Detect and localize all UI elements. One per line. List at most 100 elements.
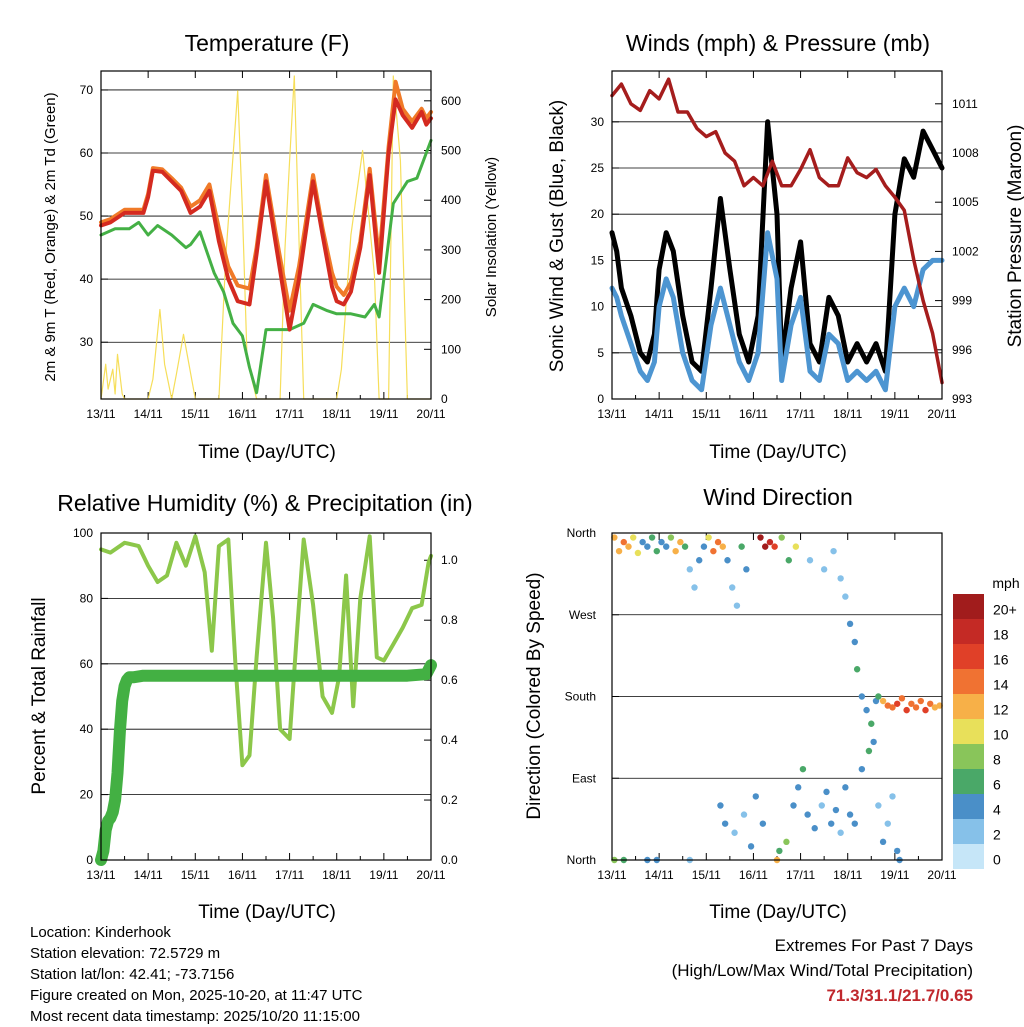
- direction-point: [644, 543, 651, 550]
- humidity-xtick-label: 19/11: [369, 868, 398, 882]
- direction-point: [884, 820, 891, 827]
- direction-point: [757, 534, 764, 541]
- direction-xtick-label: 17/11: [786, 868, 815, 882]
- direction-point: [615, 547, 623, 555]
- temperature-y2tick-label: 300: [441, 243, 461, 257]
- direction-point: [820, 566, 828, 573]
- speed-legend-swatch: [953, 719, 984, 744]
- direction-point: [837, 829, 844, 836]
- direction-point: [858, 693, 866, 700]
- direction-point: [853, 666, 861, 673]
- direction-point: [936, 702, 943, 709]
- temperature-y2tick-label: 400: [441, 193, 461, 207]
- latlon-text: Station lat/lon: 42.41; -73.7156: [30, 966, 235, 983]
- humidity-y2tick-label: 0.6: [441, 673, 458, 687]
- wind-y2tick-label: 993: [952, 392, 972, 406]
- direction-point: [634, 549, 642, 557]
- humidity-title: Relative Humidity (%) & Precipitation (i…: [57, 490, 472, 516]
- wind-y2tick-label: 1011: [952, 97, 978, 111]
- temperature-ylabel-left: 2m & 9m T (Red, Orange) & 2m Td (Green): [42, 92, 59, 381]
- direction-point: [663, 543, 670, 550]
- direction-point: [927, 700, 934, 707]
- extremes-values: 71.3/31.1/21.7/0.65: [826, 986, 973, 1005]
- direction-ytick-label: West: [569, 608, 597, 622]
- direction-point: [717, 802, 724, 809]
- humidity-ytick-label: 60: [80, 657, 94, 671]
- direction-point: [639, 538, 646, 546]
- wind-y2tick-label: 1008: [952, 146, 979, 160]
- direction-point: [752, 793, 759, 800]
- humidity-xtick-label: 13/11: [86, 868, 115, 882]
- direction-point: [806, 557, 814, 564]
- recent-text: Most recent data timestamp: 2025/10/20 1…: [30, 1008, 360, 1025]
- temperature-xtick-label: 17/11: [275, 407, 304, 421]
- direction-xlabel: Time (Day/UTC): [709, 902, 847, 923]
- direction-point: [865, 747, 873, 755]
- direction-point: [875, 802, 882, 809]
- wind-ylabel-right: Station Pressure (Maroon): [1005, 125, 1024, 348]
- speed-legend-label: 8: [993, 752, 1001, 768]
- direction-point: [830, 547, 837, 555]
- direction-point: [922, 706, 929, 714]
- direction-xtick-label: 14/11: [645, 868, 674, 882]
- humidity-ytick-label: 0: [86, 853, 93, 867]
- humidity-ytick-label: 80: [80, 591, 94, 605]
- direction-point: [691, 584, 698, 591]
- direction-point: [785, 557, 792, 564]
- wind-ytick-label: 20: [591, 207, 605, 221]
- direction-point: [686, 566, 693, 573]
- direction-point: [620, 538, 627, 546]
- wind-xtick-label: 16/11: [739, 407, 768, 421]
- direction-point: [846, 620, 854, 628]
- temperature-y2tick-label: 0: [441, 392, 448, 406]
- humidity-y2tick-label: 0.8: [441, 613, 458, 627]
- direction-ytick-label: South: [565, 690, 596, 704]
- direction-panel: 13/11 14/11 15/11 16/11 17/11 18/11 19/11 20/11…: [565, 526, 1017, 882]
- direction-xtick-label: 19/11: [880, 868, 909, 882]
- wind-xtick-label: 19/11: [880, 407, 909, 421]
- direction-ytick-label: North: [567, 526, 596, 540]
- direction-point: [721, 820, 729, 827]
- wind-ytick-label: 15: [591, 253, 605, 267]
- station-info: Location: Kinderhook Station elevation: …: [30, 922, 362, 1027]
- speed-legend-swatch: [953, 619, 984, 644]
- temperature-xtick-label: 16/11: [228, 407, 257, 421]
- speed-legend-label: 12: [993, 702, 1009, 718]
- direction-point: [719, 543, 726, 550]
- humidity-ylabel: Percent & Total Rainfall: [29, 597, 50, 794]
- direction-point: [724, 557, 731, 564]
- direction-ytick-label: East: [572, 771, 597, 785]
- speed-legend-unit: mph: [992, 575, 1019, 591]
- wind-panel: 13/11 14/11 15/11 16/11 17/11 18/11 19/11 20/11…: [591, 70, 979, 421]
- temperature-ylabel-right: Solar Insolation (Yellow): [483, 157, 500, 317]
- temperature-ytick-label: 40: [80, 272, 94, 286]
- humidity-ytick-label: 20: [80, 788, 94, 802]
- direction-point: [759, 820, 767, 827]
- speed-legend-swatch: [953, 744, 984, 769]
- temperature-ytick-label: 70: [80, 83, 94, 97]
- temperature-ytick-label: 50: [80, 209, 94, 223]
- temperature-xlabel: Time (Day/UTC): [198, 442, 336, 463]
- direction-point: [804, 811, 811, 818]
- temperature-xtick-label: 15/11: [181, 407, 210, 421]
- direction-xtick-label: 15/11: [692, 868, 721, 882]
- direction-point: [790, 802, 797, 809]
- temperature-frame: [100, 70, 432, 400]
- direction-point: [837, 575, 844, 582]
- direction-point: [611, 534, 618, 541]
- direction-point: [908, 700, 915, 707]
- direction-point: [858, 765, 866, 773]
- humidity-xtick-label: 17/11: [275, 868, 304, 882]
- direction-point: [823, 788, 830, 796]
- direction-point: [771, 543, 778, 550]
- direction-point: [743, 566, 750, 573]
- direction-xtick-label: 16/11: [739, 868, 768, 882]
- humidity-y2tick-label: 0.0: [441, 853, 458, 867]
- direction-point: [842, 593, 849, 600]
- temperature-xtick-label: 13/11: [86, 407, 115, 421]
- elevation-text: Station elevation: 72.5729 m: [30, 945, 221, 962]
- dewpoint-line: [99, 138, 433, 395]
- wind-xtick-label: 14/11: [645, 407, 674, 421]
- direction-point: [783, 838, 790, 846]
